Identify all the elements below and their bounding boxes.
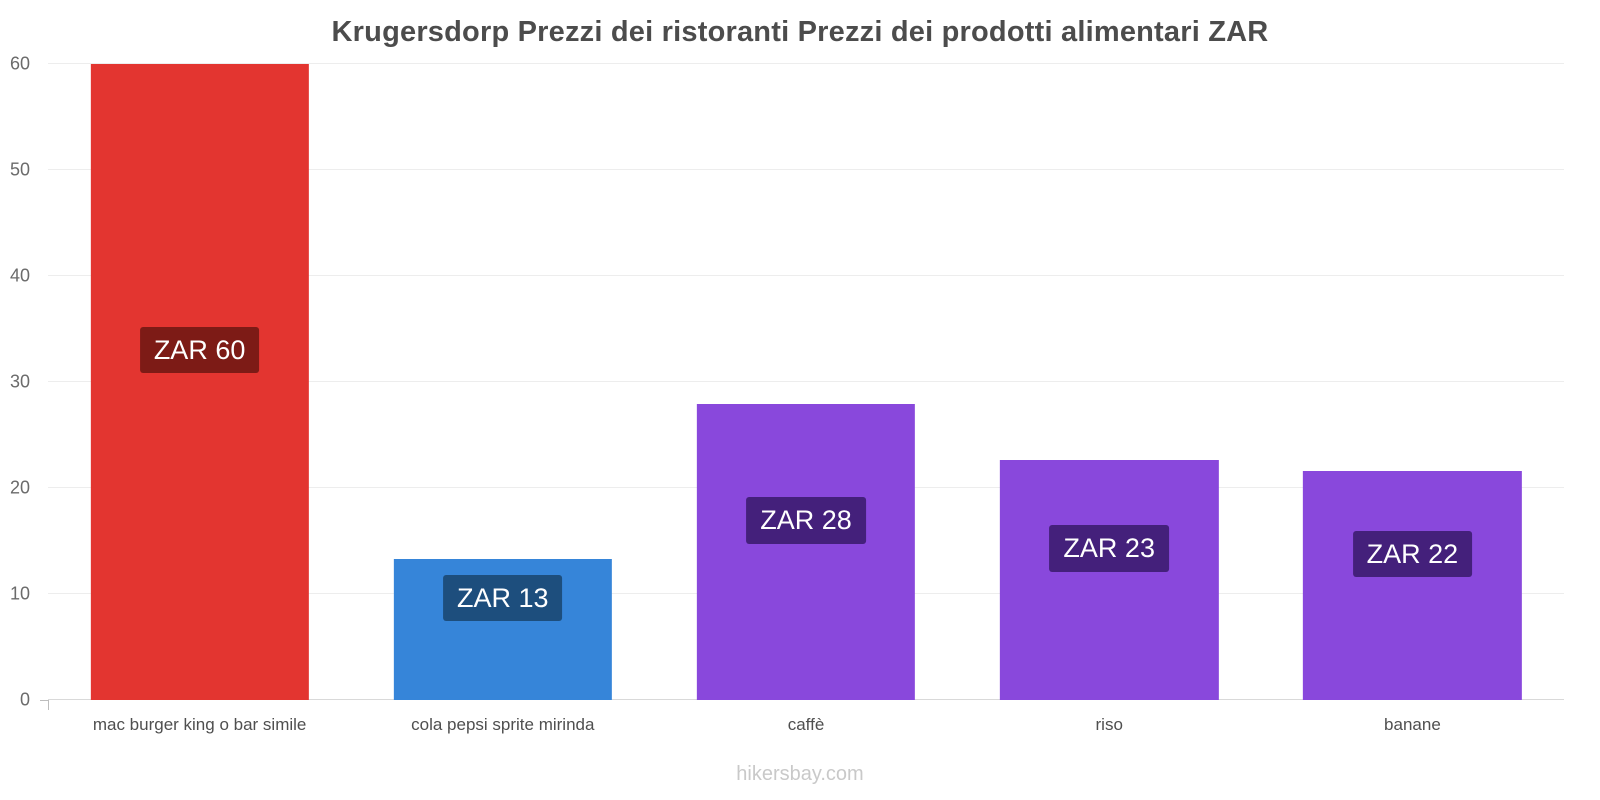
y-axis-tick-label: 40	[9, 265, 30, 286]
bar-slot: ZAR 28	[654, 64, 957, 700]
bar-value-label: ZAR 60	[139, 327, 260, 374]
x-axis-category-label: banane	[1384, 715, 1441, 734]
y-axis-origin-tick	[40, 700, 48, 701]
gridline	[48, 63, 1564, 64]
bar-value-label: ZAR 23	[1049, 525, 1169, 572]
bar: ZAR 23	[1000, 460, 1219, 700]
y-axis-tick-label: 20	[9, 477, 30, 498]
watermark-text: hikersbay.com	[736, 763, 864, 785]
bar-value-label: ZAR 22	[1352, 530, 1473, 577]
x-axis-origin-tick	[48, 700, 49, 710]
y-axis-tick-label: 30	[9, 371, 30, 392]
bar: ZAR 60	[90, 64, 309, 700]
x-axis-category-label: caffè	[787, 715, 825, 734]
bar-slot: ZAR 60	[48, 64, 351, 700]
chart-title: Krugersdorp Prezzi dei ristoranti Prezzi…	[331, 16, 1269, 48]
x-axis-category-label: cola pepsi sprite mirinda	[411, 715, 595, 734]
bar: ZAR 13	[393, 559, 612, 700]
y-axis-tick-labels: 0 10 20 30 40 50 60	[0, 54, 40, 710]
bar: ZAR 28	[696, 404, 916, 700]
gridline	[48, 275, 1564, 276]
plot-area: ZAR 60 ZAR 13 ZAR 28 ZAR 23 ZAR 22	[48, 63, 1564, 700]
y-axis-tick-label: 0	[19, 689, 30, 710]
gridline	[48, 169, 1564, 170]
bars-row: ZAR 60 ZAR 13 ZAR 28 ZAR 23 ZAR 22	[48, 64, 1564, 700]
x-axis-category-labels: mac burger king o bar simile cola pepsi s…	[48, 700, 1564, 748]
bar: ZAR 22	[1303, 471, 1522, 700]
y-axis-tick-label: 50	[9, 159, 30, 180]
bar-value-label: ZAR 13	[443, 574, 563, 621]
y-axis-tick-label: 60	[9, 53, 30, 74]
gridline	[48, 381, 1564, 382]
bar-value-label: ZAR 28	[746, 497, 866, 544]
y-axis-tick-label: 10	[9, 583, 30, 604]
bar-slot: ZAR 23	[958, 64, 1261, 700]
bar-slot: ZAR 13	[351, 64, 654, 700]
x-axis-category-label: riso	[1095, 715, 1123, 734]
bar-slot: ZAR 22	[1261, 64, 1564, 700]
x-axis-category-label: mac burger king o bar simile	[92, 715, 307, 734]
